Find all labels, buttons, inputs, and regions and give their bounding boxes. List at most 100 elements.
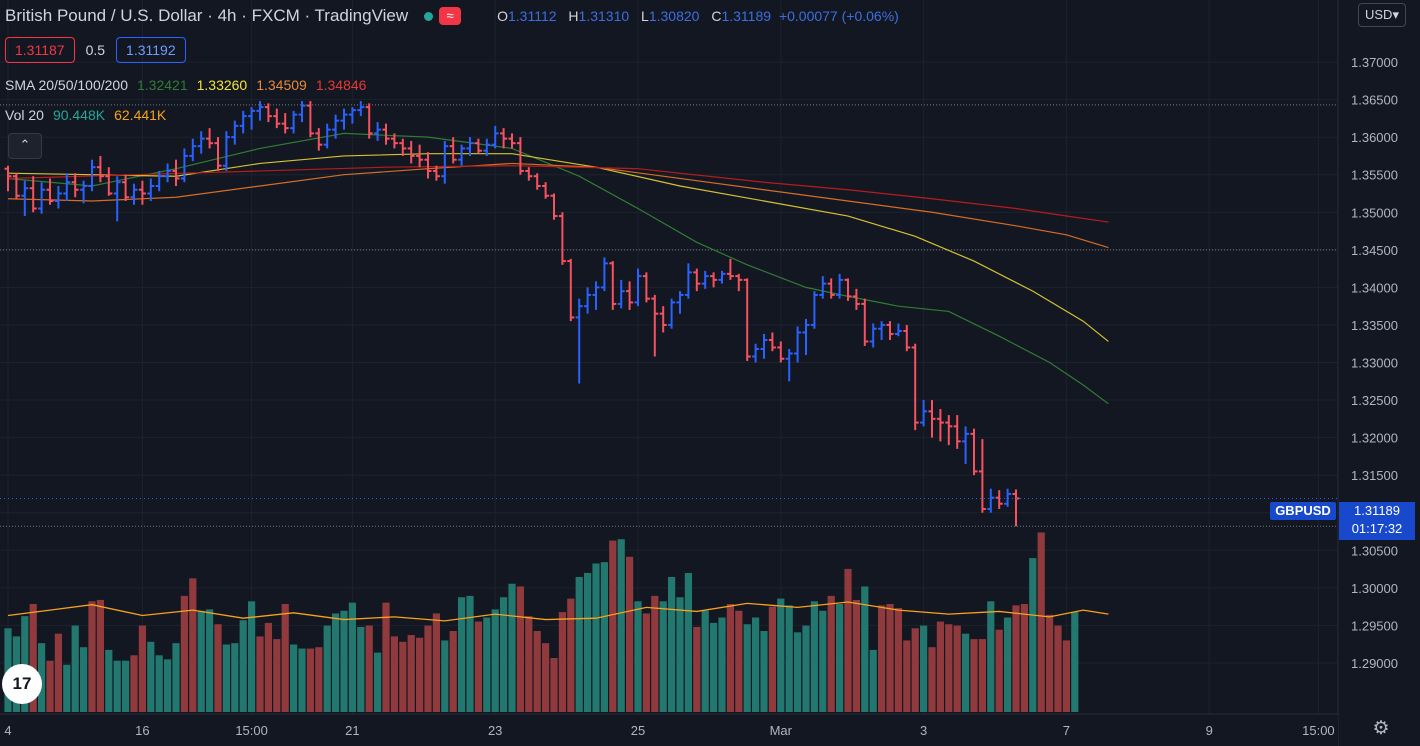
volume-bar [768,606,776,712]
volume-bar [743,624,751,712]
volume-bar [936,621,944,712]
ohlc-bar [46,178,54,205]
ohlc-bar [248,107,256,130]
buy-button[interactable]: 1.31192 [116,37,186,63]
volume-bar [617,539,625,712]
volume-bar [970,639,978,712]
volume-bar [752,617,760,712]
volume-bar [281,604,289,712]
tradingview-logo[interactable]: 17 [2,664,42,704]
volume-bar [735,610,743,712]
ohlc-bar [264,103,272,123]
volume-bar [978,639,986,712]
volume-legend[interactable]: Vol 20 90.448K 62.441K [5,107,166,123]
ohlc-bar [903,324,911,352]
ohlc-bar [920,400,928,427]
current-symbol-label: GBPUSD [1270,502,1336,520]
ohlc-bar [273,108,281,129]
volume-bar [651,595,659,712]
price-tick-label: 1.34000 [1351,280,1398,295]
volume-bar [836,604,844,712]
volume-bar [458,597,466,712]
ohlc-bar [861,298,869,346]
volume-bar [122,660,130,712]
ohlc-bar [105,167,113,196]
volume-bar [794,632,802,712]
volume-bar [584,572,592,712]
ohlc-bar [953,415,961,449]
ohlc-bar [474,138,482,154]
ohlc-bar [298,101,306,123]
sma-label: SMA 20/50/100/200 [5,77,128,93]
ohlc-bar [12,173,20,199]
volume-bar [466,595,474,712]
volume-bar [332,613,340,712]
ohlc-bar [1012,489,1020,527]
ohlc-bar [542,182,550,199]
volume-bar [567,598,575,712]
volume-bar [432,613,440,712]
symbol-title[interactable]: British Pound / U.S. Dollar · 4h · FXCM … [5,6,409,25]
ohlc-bar [684,263,692,299]
volume-bar [290,644,298,712]
volume-bar [340,610,348,712]
ohlc-bar [945,415,953,446]
ohlc-bar [676,291,684,314]
sma-legend[interactable]: SMA 20/50/100/200 1.32421 1.33260 1.3450… [5,77,366,93]
ohlc-bar [382,123,390,145]
volume-bar [600,562,608,712]
volume-bar [80,647,88,712]
volume-bar [231,643,239,712]
volume-bar [575,577,583,712]
volume-bar [718,617,726,712]
volume-bar [592,563,600,712]
ohlc-bar [483,138,491,156]
ohlc-bar [113,176,121,222]
open-label: O [497,8,508,24]
volume-bar [1071,612,1079,712]
volume-bar [802,625,810,712]
volume-bar [474,621,482,712]
volume-bar [777,598,785,712]
ohlc-bar [340,108,348,130]
ohlc-bar [441,140,449,184]
volume-bar [827,595,835,712]
collapse-legend-button[interactable]: ⌃ [8,133,42,159]
volume-bar [189,578,197,712]
gear-icon[interactable]: ⚙ [1372,718,1390,739]
ohlc-bar [4,165,12,192]
price-tick-label: 1.32500 [1351,393,1398,408]
volume-bar [164,659,172,712]
time-tick-label: 9 [1206,723,1213,738]
ohlc-bar [416,144,424,168]
sell-button[interactable]: 1.31187 [5,37,75,63]
ohlc-bar [626,281,634,310]
wave-icon[interactable]: ≈ [439,7,462,25]
ohlc-bar [819,276,827,299]
volume-bar [357,626,365,712]
ohlc-bar [869,323,877,348]
trade-panel: 1.31187 0.5 1.31192 [5,37,186,63]
volume-bar [928,647,936,712]
volume-bar [668,577,676,712]
time-tick-label: 3 [920,723,927,738]
ohlc-bar [197,131,205,154]
price-tick-label: 1.31500 [1351,468,1398,483]
bar-countdown: 01:17:32 [1351,521,1403,536]
volume-bar [172,643,180,712]
volume-bar [105,649,113,712]
chart-header: British Pound / U.S. Dollar · 4h · FXCM … [5,6,899,26]
ohlc-bar [668,298,676,329]
ohlc-bar [323,123,331,149]
volume-bar [1012,605,1020,712]
currency-selector[interactable]: USD▾ [1358,3,1406,27]
volume-bar [63,664,71,712]
ohlc-bar [936,409,944,442]
volume-bar [29,604,37,712]
ohlc-bar [508,133,516,149]
ohlc-bar [710,272,718,288]
volume-bar [298,648,306,712]
ohlc-bar [80,180,88,204]
volume-bar [894,608,902,712]
